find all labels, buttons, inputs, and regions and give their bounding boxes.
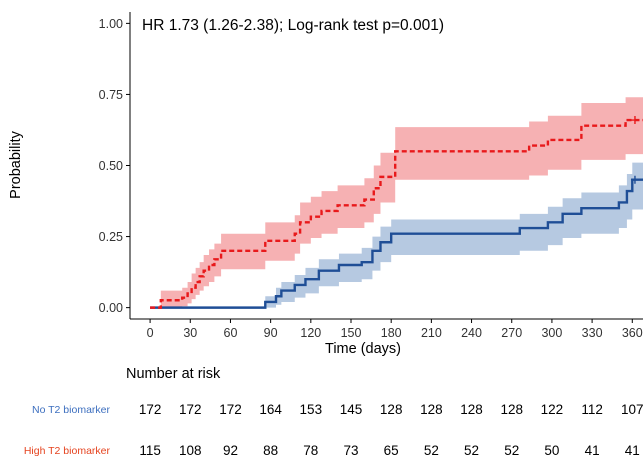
risk-row-label-no-t2-biomarker: No T2 biomarker [32,404,111,416]
x-tick-label: 120 [300,326,321,340]
y-axis-ticks: 0.00 0.25 0.50 0.75 1.00 [99,17,130,315]
risk-cell: 107 [621,402,643,417]
risk-cell: 153 [300,402,323,417]
risk-cell: 112 [581,402,603,417]
censor-marks [630,116,639,184]
y-tick-label: 1.00 [99,17,123,31]
confidence-bands [150,97,643,308]
x-tick-label: 270 [501,326,522,340]
y-tick-label: 0.00 [99,301,123,315]
risk-cell: 164 [259,402,282,417]
x-tick-label: 180 [381,326,402,340]
x-axis-label: Time (days) [325,341,401,357]
risk-cell: 52 [424,443,439,458]
risk-cell: 78 [303,443,318,458]
x-tick-label: 210 [421,326,442,340]
risk-cell: 172 [219,402,242,417]
y-tick-label: 0.50 [99,159,123,173]
risk-cell: 128 [500,402,523,417]
y-tick-label: 0.25 [99,230,123,244]
risk-cell: 172 [179,402,202,417]
curve-high-t2-biomarker [150,118,643,309]
risk-cell: 115 [139,443,161,458]
x-tick-label: 90 [264,326,278,340]
risk-cell: 122 [541,402,564,417]
risk-cell: 65 [384,443,399,458]
y-axis-label: Probability [8,130,24,198]
risk-cell: 108 [179,443,202,458]
risk-table-title: Number at risk [126,366,221,382]
risk-cell: 41 [585,443,600,458]
x-tick-label: 330 [582,326,603,340]
risk-cell: 128 [420,402,443,417]
risk-cell: 172 [139,402,162,417]
risk-cell: 50 [544,443,559,458]
risk-cell: 52 [464,443,479,458]
risk-row-label-high-t2-biomarker: High T2 biomarker [24,445,111,457]
x-tick-label: 30 [183,326,197,340]
censor-mark-high-t2-biomarker [630,116,639,125]
x-tick-label: 150 [341,326,362,340]
y-tick-label: 0.75 [99,88,123,102]
x-tick-label: 360 [622,326,643,340]
x-tick-label: 60 [224,326,238,340]
x-axis-ticks: 0 30 60 90 120 150 180 210 240 270 300 330 360 [147,319,643,340]
risk-table: No T2 biomarker 172 172 172 164 153 145 128 128 1… [24,402,643,458]
x-tick-label: 0 [147,326,154,340]
risk-cell: 128 [460,402,483,417]
risk-cell: 128 [380,402,403,417]
risk-cell: 41 [625,443,640,458]
ci-band-no-t2-biomarker [150,162,643,308]
x-tick-label: 240 [461,326,482,340]
ci-band-high-t2-biomarker [150,97,643,308]
risk-cell: 88 [263,443,278,458]
survival-curves [150,118,643,309]
risk-cell: 52 [504,443,519,458]
risk-cell: 92 [223,443,238,458]
censor-mark-no-t2-biomarker [630,175,639,184]
risk-cell: 145 [340,402,363,417]
x-tick-label: 300 [541,326,562,340]
annotation-text: HR 1.73 (1.26-2.38); Log-rank test p=0.0… [142,17,444,34]
curve-no-t2-biomarker [150,178,643,309]
risk-cell: 73 [343,443,358,458]
